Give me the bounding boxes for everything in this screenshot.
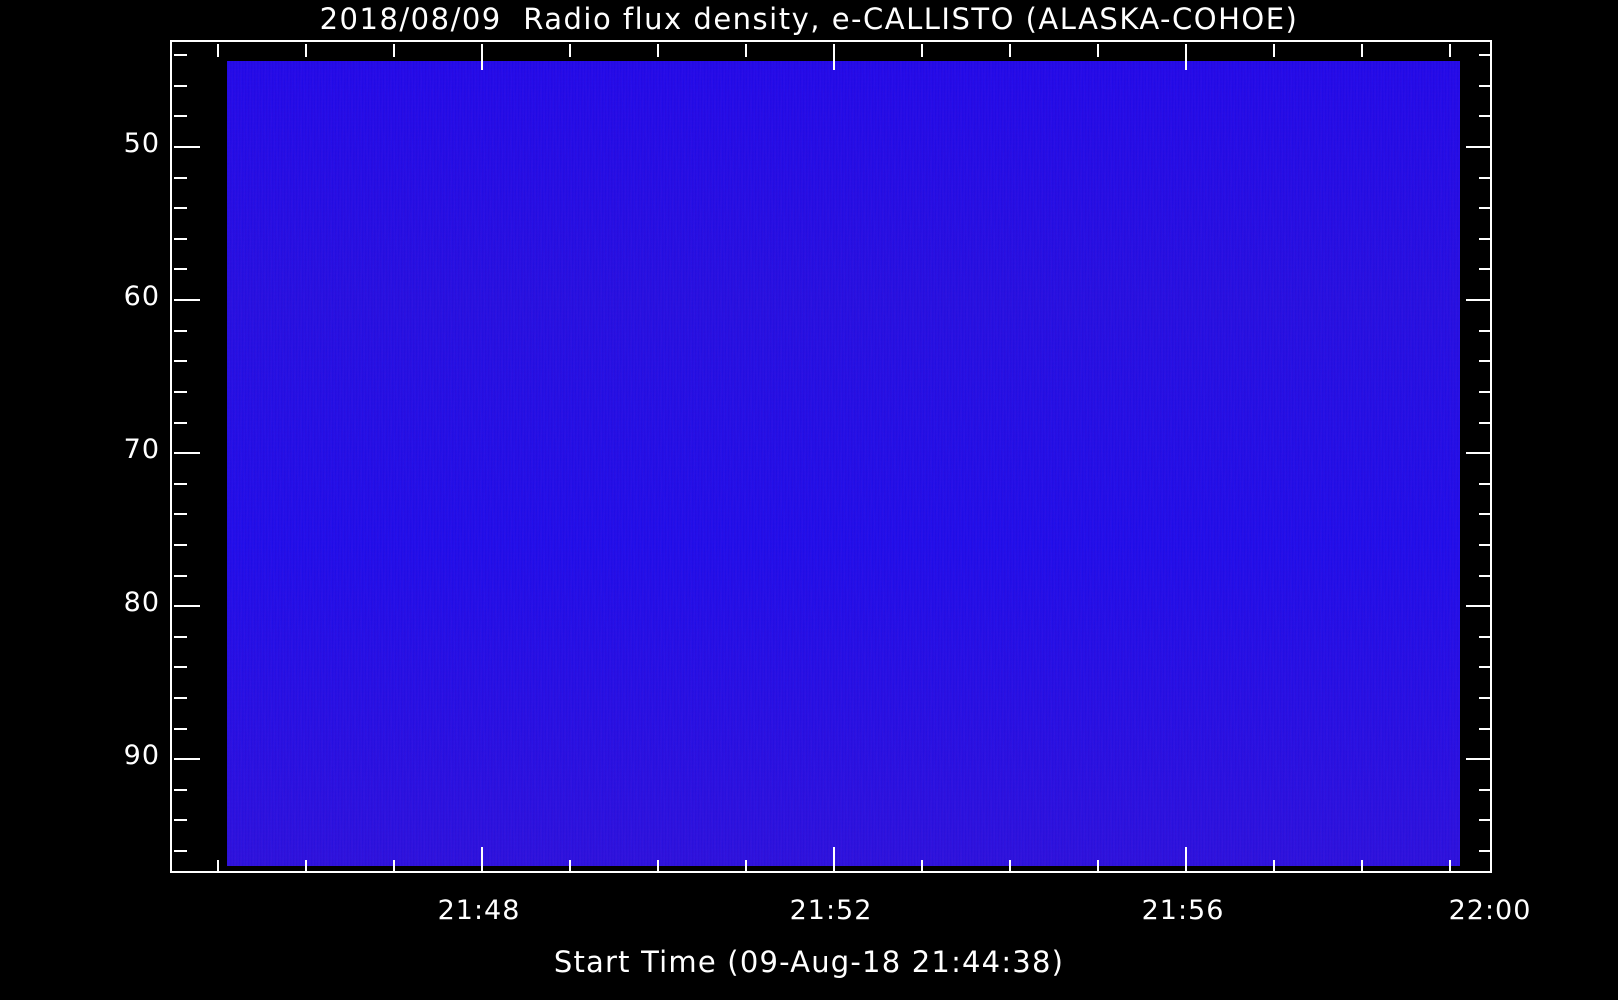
axis-tick	[1466, 299, 1492, 301]
axis-tick	[481, 44, 483, 70]
axis-tick	[174, 513, 187, 515]
axis-tick	[174, 54, 187, 56]
axis-tick	[1479, 268, 1492, 270]
axis-tick	[174, 789, 187, 791]
axis-tick	[174, 758, 200, 760]
axis-tick	[174, 360, 187, 362]
axis-tick	[1479, 850, 1492, 852]
axis-tick	[393, 44, 395, 57]
axis-tick	[1479, 115, 1492, 117]
axis-tick	[1479, 575, 1492, 577]
axis-tick	[217, 44, 219, 57]
axis-tick	[174, 636, 187, 638]
axis-tick	[1479, 636, 1492, 638]
axis-tick	[1479, 697, 1492, 699]
axis-tick	[174, 666, 187, 668]
axis-tick	[1479, 238, 1492, 240]
x-axis-tick-label: 21:56	[1141, 895, 1225, 926]
y-axis-tick-label: 80	[123, 587, 160, 618]
axis-tick	[1185, 44, 1187, 70]
axis-tick	[1479, 789, 1492, 791]
axis-tick	[174, 728, 187, 730]
axis-tick	[174, 850, 187, 852]
axis-tick	[1466, 605, 1492, 607]
axis-tick	[1479, 177, 1492, 179]
axis-tick	[174, 452, 200, 454]
axis-tick	[1449, 44, 1451, 57]
x-axis-tick-label: 21:52	[789, 895, 873, 926]
y-axis-tick-label: 60	[123, 281, 160, 312]
axis-tick	[174, 575, 187, 577]
axis-tick	[174, 268, 187, 270]
axis-tick	[833, 44, 835, 70]
axis-tick	[174, 85, 187, 87]
axis-tick	[1479, 483, 1492, 485]
axis-tick	[1097, 44, 1099, 57]
y-axis-tick-label: 50	[123, 128, 160, 159]
axis-tick	[1361, 860, 1363, 873]
axis-tick	[1479, 422, 1492, 424]
axis-tick	[1009, 44, 1011, 57]
axis-tick	[174, 207, 187, 209]
axis-tick	[1097, 860, 1099, 873]
axis-tick	[174, 299, 200, 301]
page-title: 2018/08/09 Radio flux density, e-CALLIST…	[319, 2, 1299, 36]
axis-tick	[1479, 207, 1492, 209]
axis-tick	[569, 860, 571, 873]
axis-tick	[1273, 44, 1275, 57]
axis-tick	[833, 847, 835, 873]
axis-tick	[657, 860, 659, 873]
x-axis-tick-label: 22:00	[1448, 895, 1532, 926]
axis-tick	[1479, 513, 1492, 515]
x-axis-tick-label: 21:48	[437, 895, 521, 926]
axis-tick	[921, 860, 923, 873]
axis-tick	[174, 177, 187, 179]
axis-tick	[1479, 544, 1492, 546]
axis-tick	[174, 238, 187, 240]
y-axis-tick-label: 90	[123, 740, 160, 771]
axis-tick	[305, 44, 307, 57]
axis-tick	[481, 847, 483, 873]
axis-tick	[174, 605, 200, 607]
axis-tick	[1479, 391, 1492, 393]
spectrogram-image	[227, 61, 1460, 866]
axis-tick	[1009, 860, 1011, 873]
axis-tick	[1479, 360, 1492, 362]
axis-tick	[1466, 452, 1492, 454]
axis-tick	[217, 860, 219, 873]
spectrogram-noise-overlay	[227, 61, 1460, 866]
axis-tick	[174, 483, 187, 485]
axis-tick	[1361, 44, 1363, 57]
y-axis-tick-label: 70	[123, 434, 160, 465]
axis-tick	[745, 44, 747, 57]
axis-tick	[1466, 146, 1492, 148]
axis-tick	[657, 44, 659, 57]
axis-tick	[1479, 330, 1492, 332]
axis-tick	[174, 819, 187, 821]
axis-tick	[305, 860, 307, 873]
axis-tick	[1466, 758, 1492, 760]
axis-tick	[174, 544, 187, 546]
axis-tick	[1479, 666, 1492, 668]
x-axis-title: Start Time (09-Aug-18 21:44:38)	[553, 945, 1065, 979]
axis-tick	[569, 44, 571, 57]
axis-tick	[1479, 819, 1492, 821]
axis-tick	[174, 422, 187, 424]
axis-tick	[1449, 860, 1451, 873]
axis-tick	[174, 697, 187, 699]
axis-tick	[1479, 85, 1492, 87]
axis-tick	[1185, 847, 1187, 873]
axis-tick	[745, 860, 747, 873]
axis-tick	[921, 44, 923, 57]
axis-tick	[1273, 860, 1275, 873]
axis-tick	[174, 391, 187, 393]
axis-tick	[174, 115, 187, 117]
axis-tick	[174, 330, 187, 332]
axis-tick	[393, 860, 395, 873]
axis-tick	[1479, 728, 1492, 730]
plot-frame	[170, 40, 1492, 873]
axis-tick	[1479, 54, 1492, 56]
axis-tick	[174, 146, 200, 148]
